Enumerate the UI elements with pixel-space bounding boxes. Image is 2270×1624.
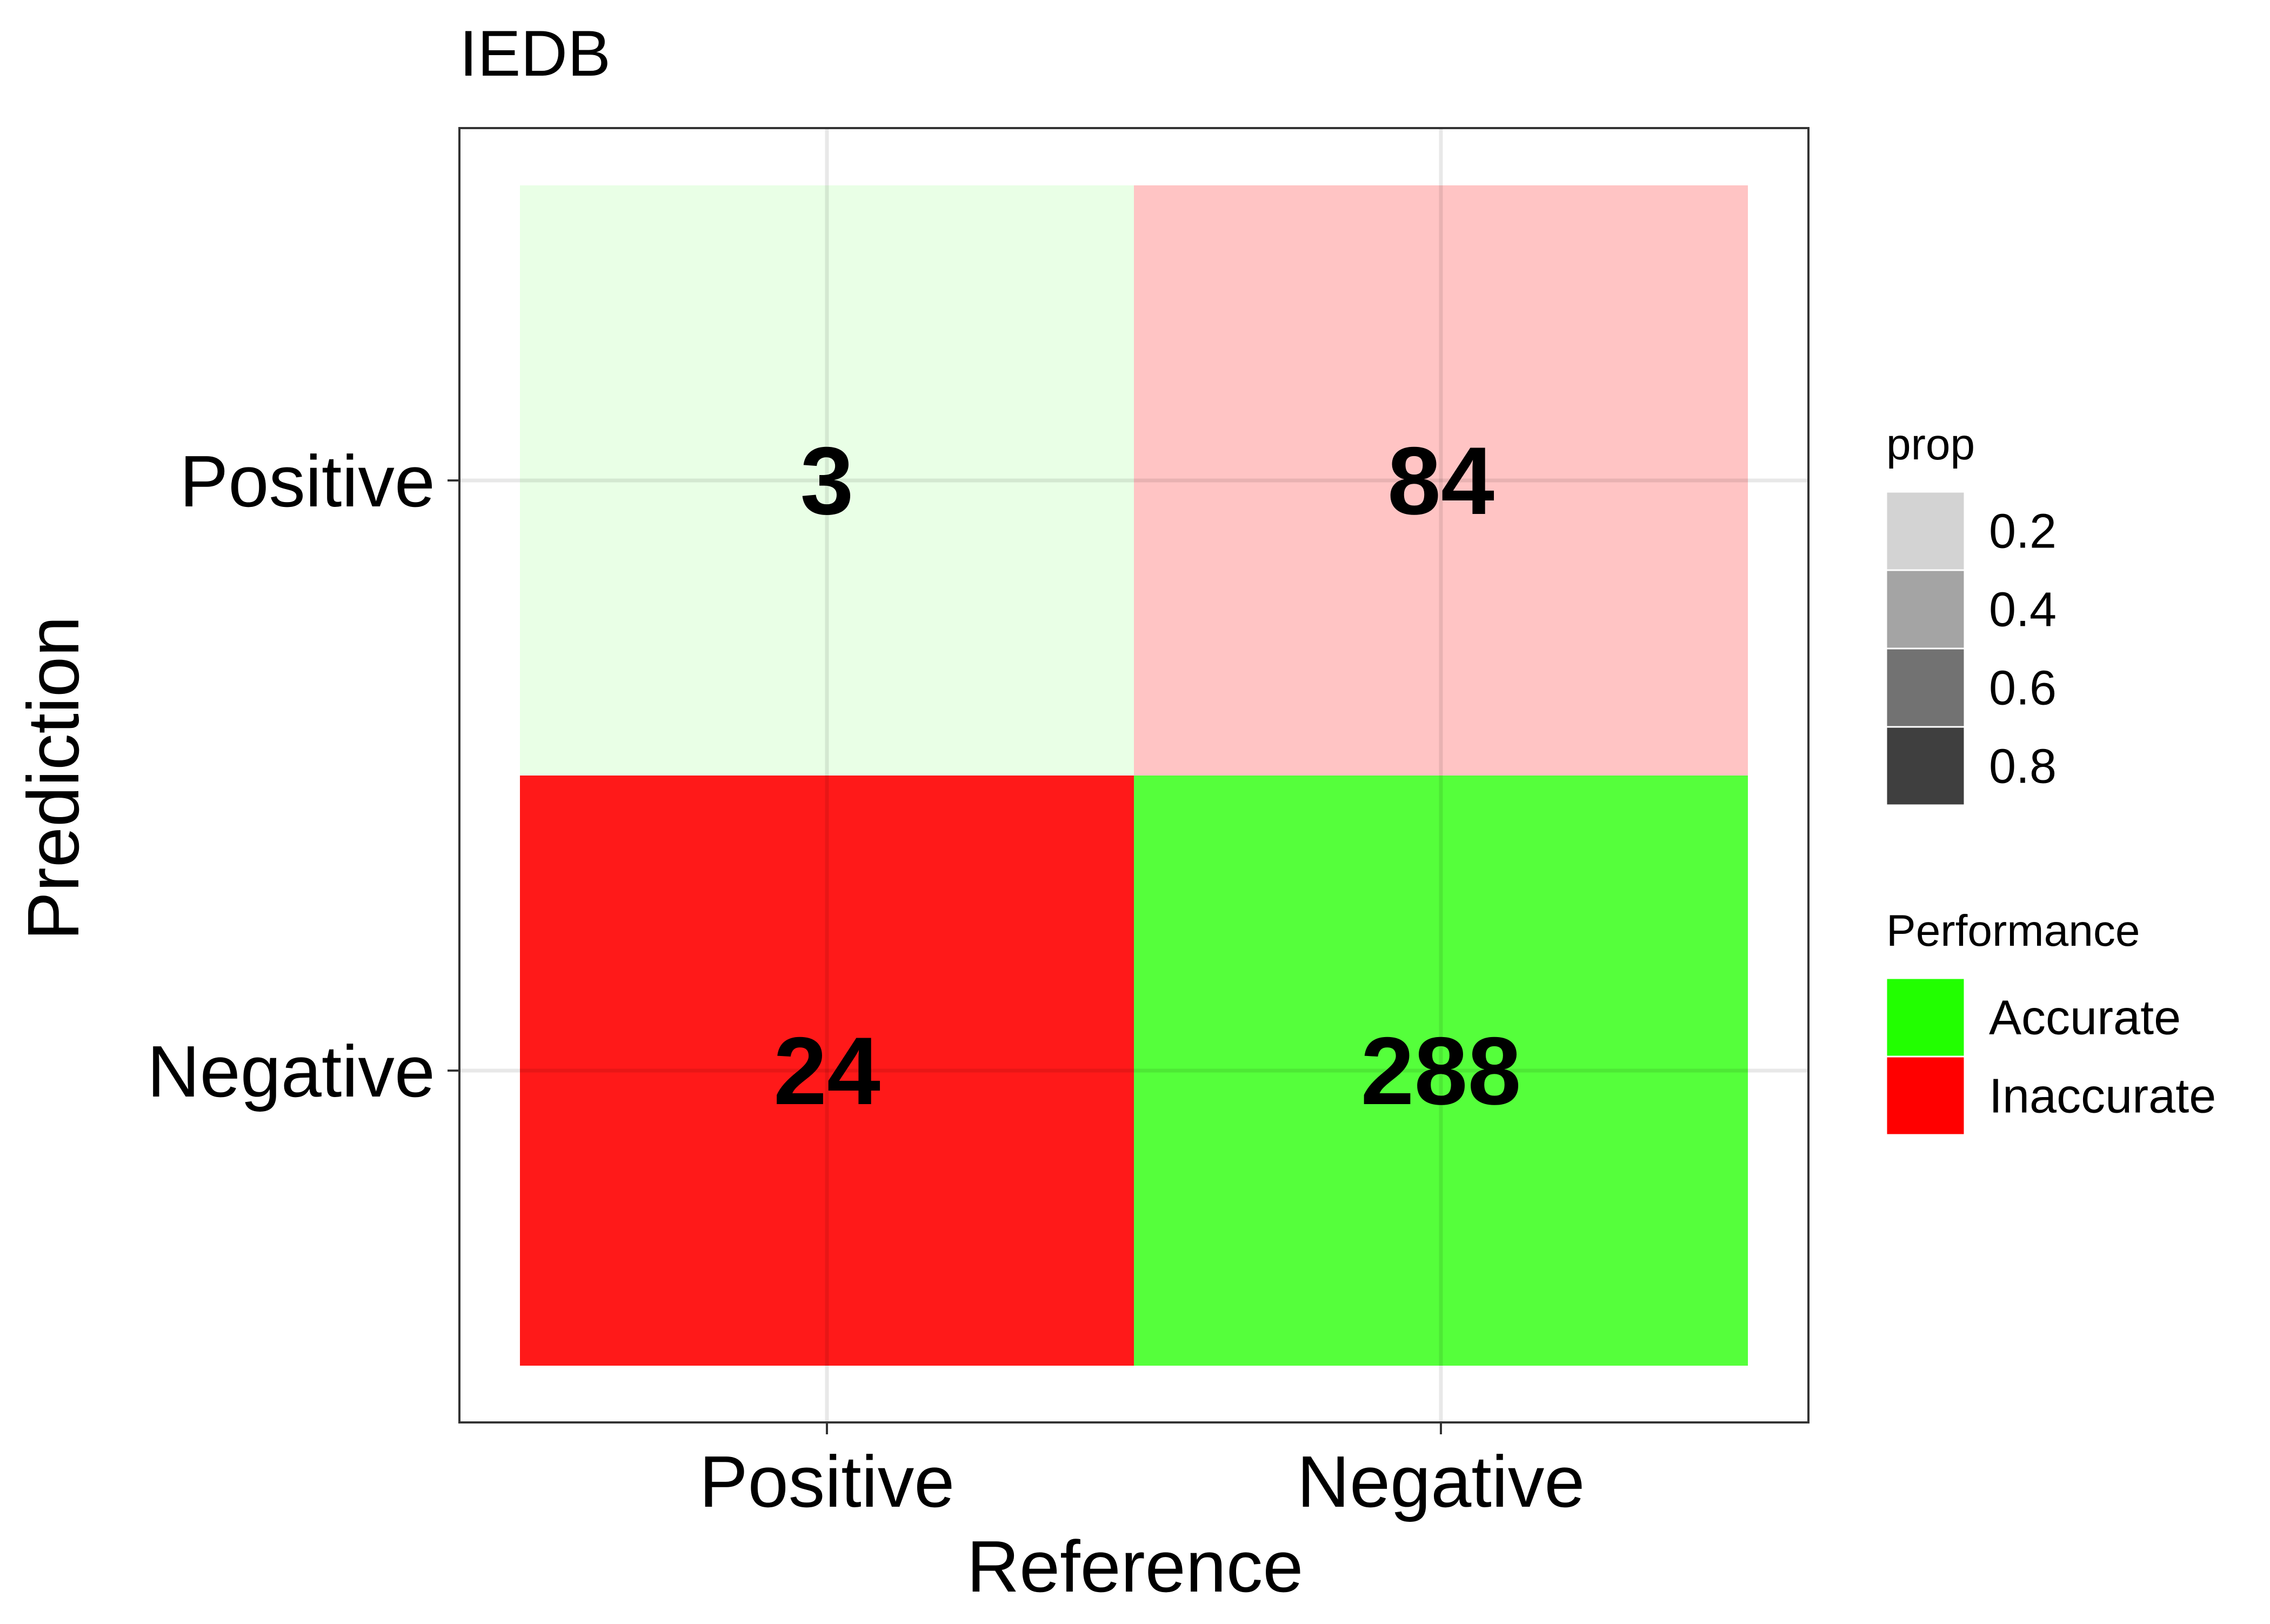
cell-labels: 3 84 24 288 [773,427,1521,1125]
legend-performance-label: Accurate [1989,991,2181,1045]
cell-value-label: 24 [773,1017,880,1125]
legend-prop-key [1885,491,1966,571]
y-tick-label: Positive [179,440,435,522]
x-tick-label: Positive [699,1441,955,1522]
legend-performance-key [1885,1055,1966,1136]
legend: prop Performance 0.2 0.4 0.6 0.8 Accurate Ina… [1885,420,2216,1136]
chart-title: IEDB [459,17,611,90]
heatmap-cells [520,185,1748,1366]
cell-value-label: 288 [1361,1017,1521,1125]
axes: Positive Negative Positive Negative [147,127,1810,1522]
heatmap-cell [520,776,1134,1366]
legend-prop-title: prop [1886,420,1975,469]
grid-lines [459,128,1808,1422]
heatmap-cell [520,185,1134,776]
legend-prop-label: 0.8 [1989,740,2057,794]
legend-prop-key [1885,569,1966,650]
legend-prop-key [1885,726,1966,806]
y-tick-label: Negative [147,1031,435,1112]
legend-prop-key [1885,647,1966,728]
y-axis-title: Prediction [12,616,94,940]
heatmap-cell [1134,185,1748,776]
legend-performance-title: Performance [1886,906,2140,955]
x-tick-label: Negative [1297,1441,1585,1522]
legend-performance-label: Inaccurate [1989,1070,2216,1124]
legend-performance-key [1885,977,1966,1058]
legend-prop-label: 0.4 [1989,583,2057,637]
x-axis-title: Reference [967,1526,1304,1607]
cell-value-label: 84 [1387,427,1494,534]
legend-prop-label: 0.6 [1989,661,2057,716]
heatmap-cell [1134,776,1748,1366]
panel-border [458,127,1810,1423]
legend-prop-label: 0.2 [1989,505,2057,559]
cell-value-label: 3 [800,427,854,534]
